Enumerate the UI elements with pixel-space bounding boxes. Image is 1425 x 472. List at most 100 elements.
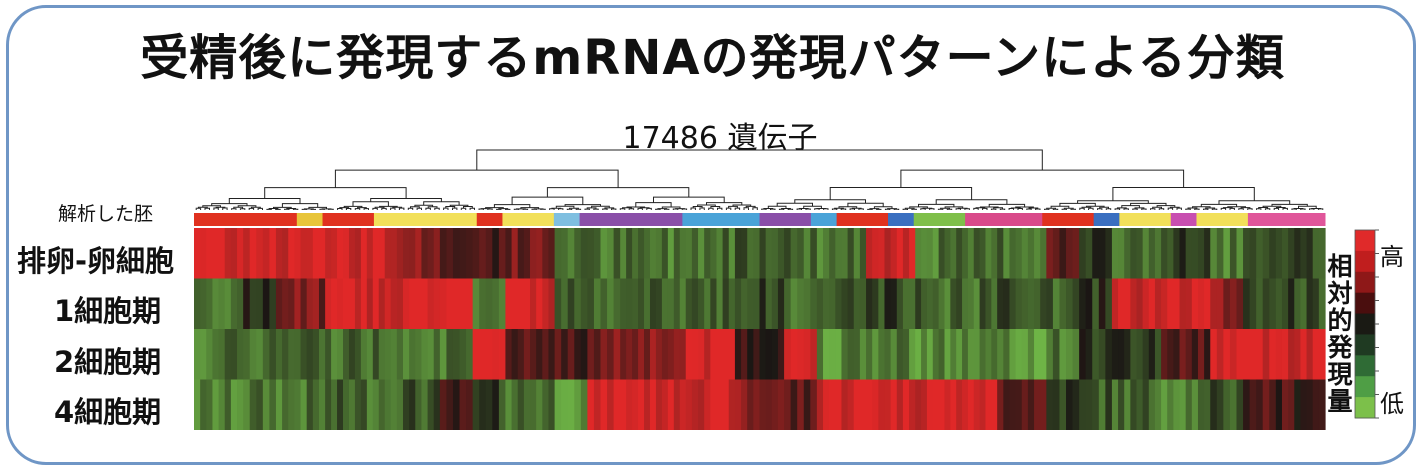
heatmap-cell	[331, 278, 338, 329]
heatmap-cell	[938, 228, 946, 279]
dendrogram-branch	[838, 206, 858, 209]
heatmap-cell	[542, 228, 550, 279]
legend-color-step	[1355, 292, 1375, 315]
heatmap-cell	[224, 329, 232, 380]
heatmap-cell	[1072, 278, 1080, 329]
heatmap-cell	[1179, 329, 1187, 380]
heatmap-cell	[390, 228, 398, 279]
heatmap-cell	[536, 379, 543, 430]
heatmap-cell	[275, 278, 283, 329]
annotation-segment	[965, 213, 1043, 226]
annotation-segment	[682, 213, 760, 226]
heatmap-cell	[1142, 228, 1150, 279]
heatmap-cell	[567, 329, 575, 380]
dendrogram-branch	[831, 208, 838, 210]
dendrogram-branch	[511, 196, 584, 205]
heatmap-cell	[561, 379, 569, 430]
heatmap-cell	[872, 379, 879, 430]
heatmap-cell	[523, 278, 531, 329]
heatmap-cell	[728, 228, 736, 279]
heatmap-cell	[288, 329, 295, 380]
heatmap-cell	[638, 278, 645, 329]
heatmap-cell	[909, 228, 916, 279]
heatmap-cell	[1079, 379, 1087, 430]
dendrogram-branch	[1079, 207, 1085, 209]
heatmap-cell	[722, 379, 730, 430]
heatmap-cell	[1021, 379, 1029, 430]
heatmap-cell	[517, 329, 525, 380]
heatmap-cell	[1281, 278, 1289, 329]
heatmap-cell	[439, 278, 448, 329]
heatmap-cell	[1092, 379, 1100, 430]
heatmap-cell	[741, 278, 748, 329]
dendrogram-branch	[604, 207, 615, 209]
heatmap-cell	[421, 329, 429, 380]
heatmap-cell	[1079, 278, 1087, 329]
heatmap-cell	[607, 379, 615, 430]
heatmap-cell	[256, 228, 264, 279]
heatmap-cell	[1027, 329, 1035, 380]
dendrogram-branch	[900, 169, 1185, 188]
heatmap-cell	[600, 228, 608, 279]
dendrogram-branch	[794, 199, 866, 204]
heatmap-cell	[866, 278, 873, 329]
heatmap-cell	[1262, 278, 1270, 329]
heatmap-cell	[1105, 278, 1113, 329]
heatmap-cell	[325, 329, 332, 380]
heatmap-cell	[1269, 228, 1277, 279]
heatmap-cell	[218, 278, 226, 329]
heatmap-cell	[1034, 329, 1041, 380]
heatmap-cell	[896, 379, 904, 430]
heatmap-cell	[372, 278, 380, 329]
dendrogram-branch	[1121, 205, 1140, 208]
heatmap-cell	[275, 379, 283, 430]
heatmap-cell	[498, 278, 507, 329]
legend-color-step	[1355, 376, 1375, 398]
heatmap-cell	[638, 379, 645, 430]
embryo-annotation-label: 解析した胚	[58, 203, 154, 225]
heatmap-cell	[580, 228, 588, 279]
dendrogram-branch	[449, 204, 469, 207]
heatmap-cell	[673, 278, 681, 329]
dendrogram-branch	[463, 206, 473, 209]
heatmap-cell	[661, 379, 669, 430]
dendrogram-branch	[993, 207, 1003, 210]
heatmap-cell	[644, 278, 651, 329]
heatmap-cell	[803, 278, 811, 329]
heatmap-cell	[1105, 329, 1113, 380]
heatmap-cell	[466, 379, 474, 430]
heatmap-cell	[567, 379, 575, 430]
heatmap-cell	[1130, 329, 1138, 380]
heatmap-cell	[237, 379, 244, 430]
heatmap-cell	[649, 228, 657, 279]
heatmap-cell	[926, 379, 934, 430]
heatmap-cell	[991, 379, 998, 430]
heatmap-cell	[466, 329, 474, 380]
heatmap-cell	[890, 278, 898, 329]
heatmap-cell	[771, 228, 779, 279]
heatmap-cell	[194, 329, 201, 380]
dendrogram-branch	[1017, 208, 1023, 209]
heatmap-cell	[243, 379, 251, 430]
heatmap-cell	[790, 228, 798, 279]
heatmap-cell	[938, 278, 946, 329]
heatmap-cell	[1197, 278, 1205, 329]
heatmap-cell	[1015, 329, 1023, 380]
dendrogram-branch	[257, 207, 263, 209]
legend-color-step	[1355, 397, 1375, 419]
heatmap-cell	[433, 228, 441, 279]
heatmap-cell	[530, 379, 537, 430]
heatmap-cell	[331, 329, 338, 380]
heatmap-cell	[926, 278, 934, 329]
heatmap-cell	[343, 329, 350, 380]
heatmap-cell	[218, 228, 226, 279]
heatmap-cell	[667, 278, 675, 329]
heatmap-cell	[194, 278, 201, 329]
heatmap-cell	[1027, 228, 1035, 279]
dendrogram-branch	[653, 196, 725, 203]
heatmap-cell	[312, 278, 320, 329]
dendrogram-branch	[909, 206, 928, 209]
heatmap-cell	[985, 278, 992, 329]
annotation-segment	[810, 213, 838, 226]
heatmap-cell	[1046, 278, 1054, 329]
